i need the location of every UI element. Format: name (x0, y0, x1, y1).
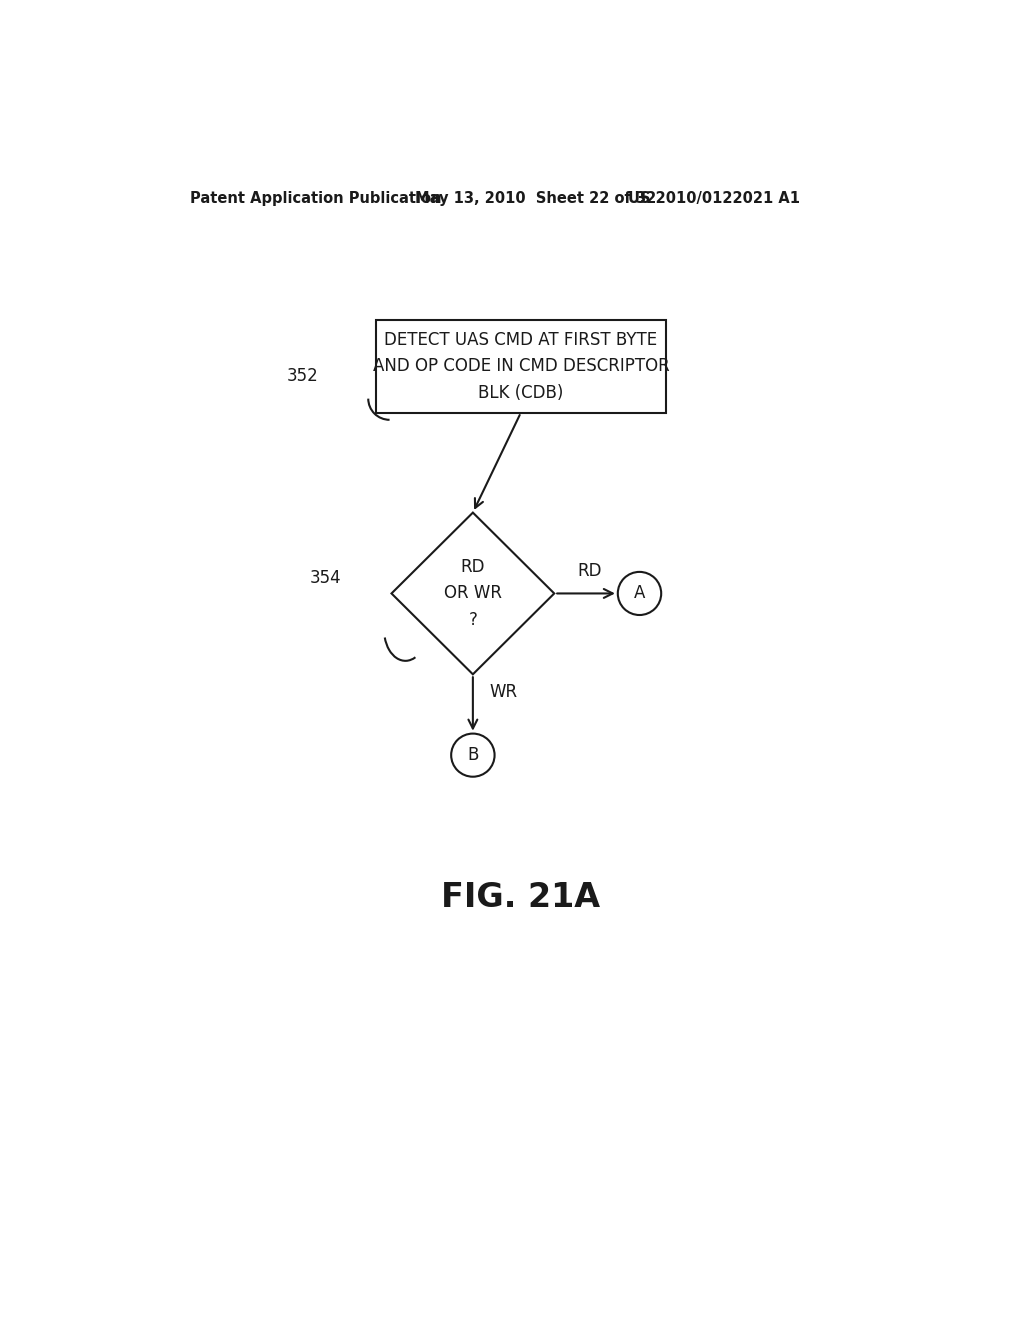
Text: 354: 354 (310, 569, 342, 587)
FancyBboxPatch shape (376, 321, 667, 412)
Text: 352: 352 (287, 367, 318, 384)
Text: May 13, 2010  Sheet 22 of 32: May 13, 2010 Sheet 22 of 32 (415, 191, 656, 206)
Text: RD
OR WR
?: RD OR WR ? (443, 558, 502, 628)
Text: B: B (467, 746, 478, 764)
Text: RD: RD (578, 561, 602, 579)
Text: US 2010/0122021 A1: US 2010/0122021 A1 (628, 191, 800, 206)
Text: Patent Application Publication: Patent Application Publication (190, 191, 441, 206)
Text: WR: WR (489, 684, 518, 701)
Text: A: A (634, 585, 645, 602)
Text: DETECT UAS CMD AT FIRST BYTE
AND OP CODE IN CMD DESCRIPTOR
BLK (CDB): DETECT UAS CMD AT FIRST BYTE AND OP CODE… (373, 331, 670, 401)
Text: FIG. 21A: FIG. 21A (441, 882, 600, 913)
